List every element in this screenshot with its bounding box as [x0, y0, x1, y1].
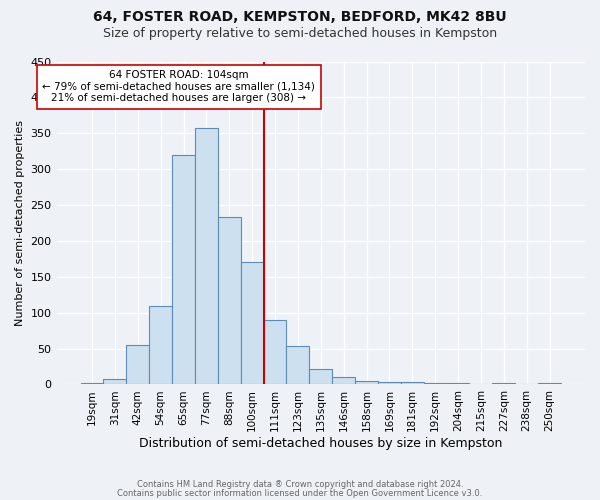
Bar — [218, 217, 241, 384]
Bar — [195, 128, 218, 384]
Text: 64 FOSTER ROAD: 104sqm
← 79% of semi-detached houses are smaller (1,134)
21% of : 64 FOSTER ROAD: 104sqm ← 79% of semi-det… — [43, 70, 316, 103]
Bar — [310, 368, 332, 384]
Bar — [286, 346, 310, 385]
Bar — [103, 378, 127, 384]
Bar — [355, 381, 378, 384]
Text: Contains public sector information licensed under the Open Government Licence v3: Contains public sector information licen… — [118, 488, 482, 498]
Bar — [332, 378, 355, 384]
X-axis label: Distribution of semi-detached houses by size in Kempston: Distribution of semi-detached houses by … — [139, 437, 502, 450]
Bar — [378, 382, 401, 384]
Text: Contains HM Land Registry data ® Crown copyright and database right 2024.: Contains HM Land Registry data ® Crown c… — [137, 480, 463, 489]
Bar — [446, 383, 469, 384]
Bar — [149, 306, 172, 384]
Text: 64, FOSTER ROAD, KEMPSTON, BEDFORD, MK42 8BU: 64, FOSTER ROAD, KEMPSTON, BEDFORD, MK42… — [93, 10, 507, 24]
Bar — [538, 383, 561, 384]
Bar — [401, 382, 424, 384]
Y-axis label: Number of semi-detached properties: Number of semi-detached properties — [15, 120, 25, 326]
Bar — [424, 383, 446, 384]
Text: Size of property relative to semi-detached houses in Kempston: Size of property relative to semi-detach… — [103, 28, 497, 40]
Bar — [127, 345, 149, 385]
Bar — [493, 383, 515, 384]
Bar — [172, 155, 195, 384]
Bar — [80, 383, 103, 384]
Bar — [241, 262, 263, 384]
Bar — [263, 320, 286, 384]
